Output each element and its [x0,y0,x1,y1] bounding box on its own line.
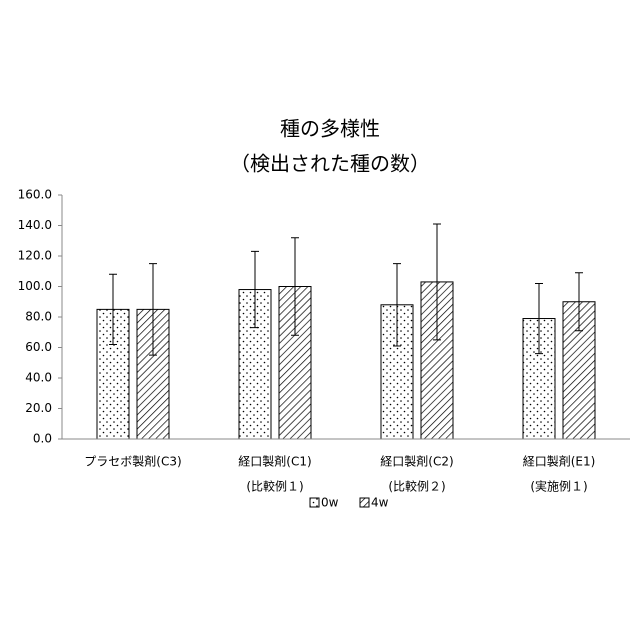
y-tick-label: 100.0 [18,279,52,293]
y-tick-label: 120.0 [18,249,52,263]
y-tick-label: 80.0 [25,310,52,324]
chart: 種の多様性 （検出された種の数） 0.0 20.0 40.0 60.0 80.0 100.… [0,0,640,640]
legend-label: 0w [321,496,339,510]
legend-swatch [310,498,319,507]
x-tick-label: 経口製剤(C2) [380,454,453,469]
y-tick-label: 60.0 [25,340,52,354]
x-tick-label: プラセボ製剤(C3) [84,454,181,469]
chart-subtitle: （検出された種の数） [230,152,430,176]
x-tick-label: 経口製剤(C1) [238,454,311,469]
legend-swatch [360,498,369,507]
x-tick-label: (比較例１) [246,479,303,494]
x-tick-label: 経口製剤(E1) [523,454,596,469]
x-tick-label: (比較例２) [388,479,445,494]
y-tick-label: 140.0 [18,218,52,232]
y-tick-label: 20.0 [25,401,52,415]
x-tick-label: (実施例１) [530,479,587,494]
y-tick-label: 0.0 [33,432,52,446]
y-tick-label: 160.0 [18,188,52,202]
y-tick-label: 40.0 [25,371,52,385]
chart-title: 種の多様性 [280,117,380,141]
legend-label: 4w [371,496,389,510]
